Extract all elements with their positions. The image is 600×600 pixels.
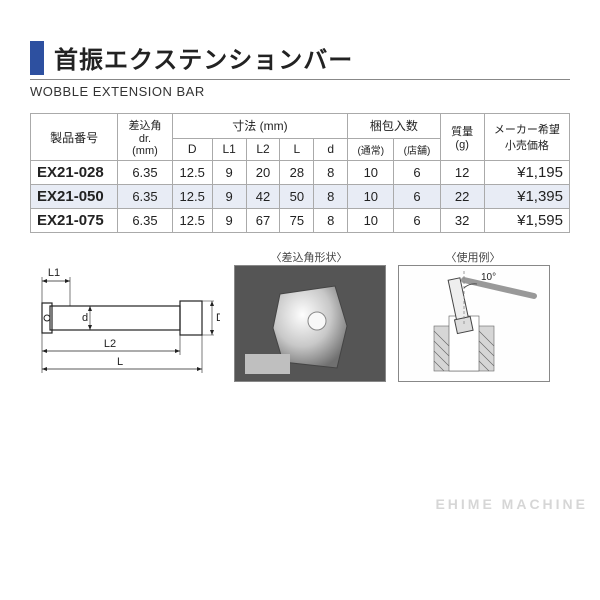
title-row: 首振エクステンションバー	[30, 40, 570, 75]
usage-example-diagram: 10°	[398, 265, 550, 382]
label-L: L	[117, 356, 123, 368]
col-dims: 寸法 (mm)	[172, 114, 348, 139]
cell-L1: 9	[212, 161, 246, 185]
usage-example-label: 〈使用例〉	[398, 249, 548, 265]
cell-dr: 6.35	[118, 161, 172, 185]
bottom-figures: L1 d D L2 L	[30, 251, 570, 382]
cell-pn2: 6	[394, 209, 440, 233]
col-d: d	[314, 138, 348, 160]
col-price: メーカー希望 小売価格	[484, 114, 569, 161]
cell-pn: EX21-028	[31, 161, 118, 185]
col-D: D	[172, 138, 212, 160]
spec-table: 製品番号 差込角 dr. (mm) 寸法 (mm) 梱包入数 質量 (g) メー…	[30, 113, 570, 233]
cell-D: 12.5	[172, 209, 212, 233]
cell-wt: 32	[440, 209, 484, 233]
col-L2: L2	[246, 138, 280, 160]
drive-shape-photo-block: 〈差込角形状〉	[234, 251, 384, 382]
cell-L1: 9	[212, 185, 246, 209]
cell-d: 8	[314, 185, 348, 209]
cell-D: 12.5	[172, 185, 212, 209]
table-row: EX21-028 6.35 12.5 9 20 28 8 10 6 12 ¥1,…	[31, 161, 570, 185]
cell-d: 8	[314, 161, 348, 185]
cell-pn1: 10	[348, 209, 394, 233]
col-drive: 差込角 dr. (mm)	[118, 114, 172, 161]
cell-pn: EX21-050	[31, 185, 118, 209]
cell-dr: 6.35	[118, 185, 172, 209]
cell-pn2: 6	[394, 161, 440, 185]
dimension-diagram: L1 d D L2 L	[30, 251, 220, 381]
label-L2: L2	[104, 338, 116, 350]
cell-L: 75	[280, 209, 314, 233]
usage-example-block: 〈使用例〉	[398, 251, 548, 382]
cell-L: 28	[280, 161, 314, 185]
label-d: d	[82, 312, 88, 324]
cell-price: ¥1,595	[484, 209, 569, 233]
cell-L1: 9	[212, 209, 246, 233]
cell-wt: 12	[440, 161, 484, 185]
table-row: EX21-075 6.35 12.5 9 67 75 8 10 6 32 ¥1,…	[31, 209, 570, 233]
title-english: WOBBLE EXTENSION BAR	[30, 84, 570, 99]
cell-price: ¥1,395	[484, 185, 569, 209]
col-weight: 質量 (g)	[440, 114, 484, 161]
col-pack-normal: (通常)	[348, 138, 394, 160]
col-pack: 梱包入数	[348, 114, 440, 139]
col-L: L	[280, 138, 314, 160]
cell-d: 8	[314, 209, 348, 233]
col-L1: L1	[212, 138, 246, 160]
drive-shape-photo	[234, 265, 386, 382]
table-row: EX21-050 6.35 12.5 9 42 50 8 10 6 22 ¥1,…	[31, 185, 570, 209]
cell-pn: EX21-075	[31, 209, 118, 233]
title-divider	[30, 79, 570, 80]
usage-angle: 10°	[481, 272, 496, 283]
cell-price: ¥1,195	[484, 161, 569, 185]
cell-wt: 22	[440, 185, 484, 209]
cell-pn2: 6	[394, 185, 440, 209]
title-japanese: 首振エクステンションバー	[54, 40, 353, 75]
watermark: EHIME MACHINE	[435, 496, 588, 512]
cell-L: 50	[280, 185, 314, 209]
col-prodnum: 製品番号	[31, 114, 118, 161]
drive-shape-label: 〈差込角形状〉	[234, 249, 384, 265]
label-L1: L1	[48, 267, 60, 279]
label-D: D	[216, 312, 220, 324]
title-accent-bar	[30, 41, 44, 75]
cell-L2: 20	[246, 161, 280, 185]
cell-L2: 67	[246, 209, 280, 233]
cell-L2: 42	[246, 185, 280, 209]
col-pack-store: (店舗)	[394, 138, 440, 160]
cell-pn1: 10	[348, 161, 394, 185]
cell-pn1: 10	[348, 185, 394, 209]
cell-dr: 6.35	[118, 209, 172, 233]
cell-D: 12.5	[172, 161, 212, 185]
